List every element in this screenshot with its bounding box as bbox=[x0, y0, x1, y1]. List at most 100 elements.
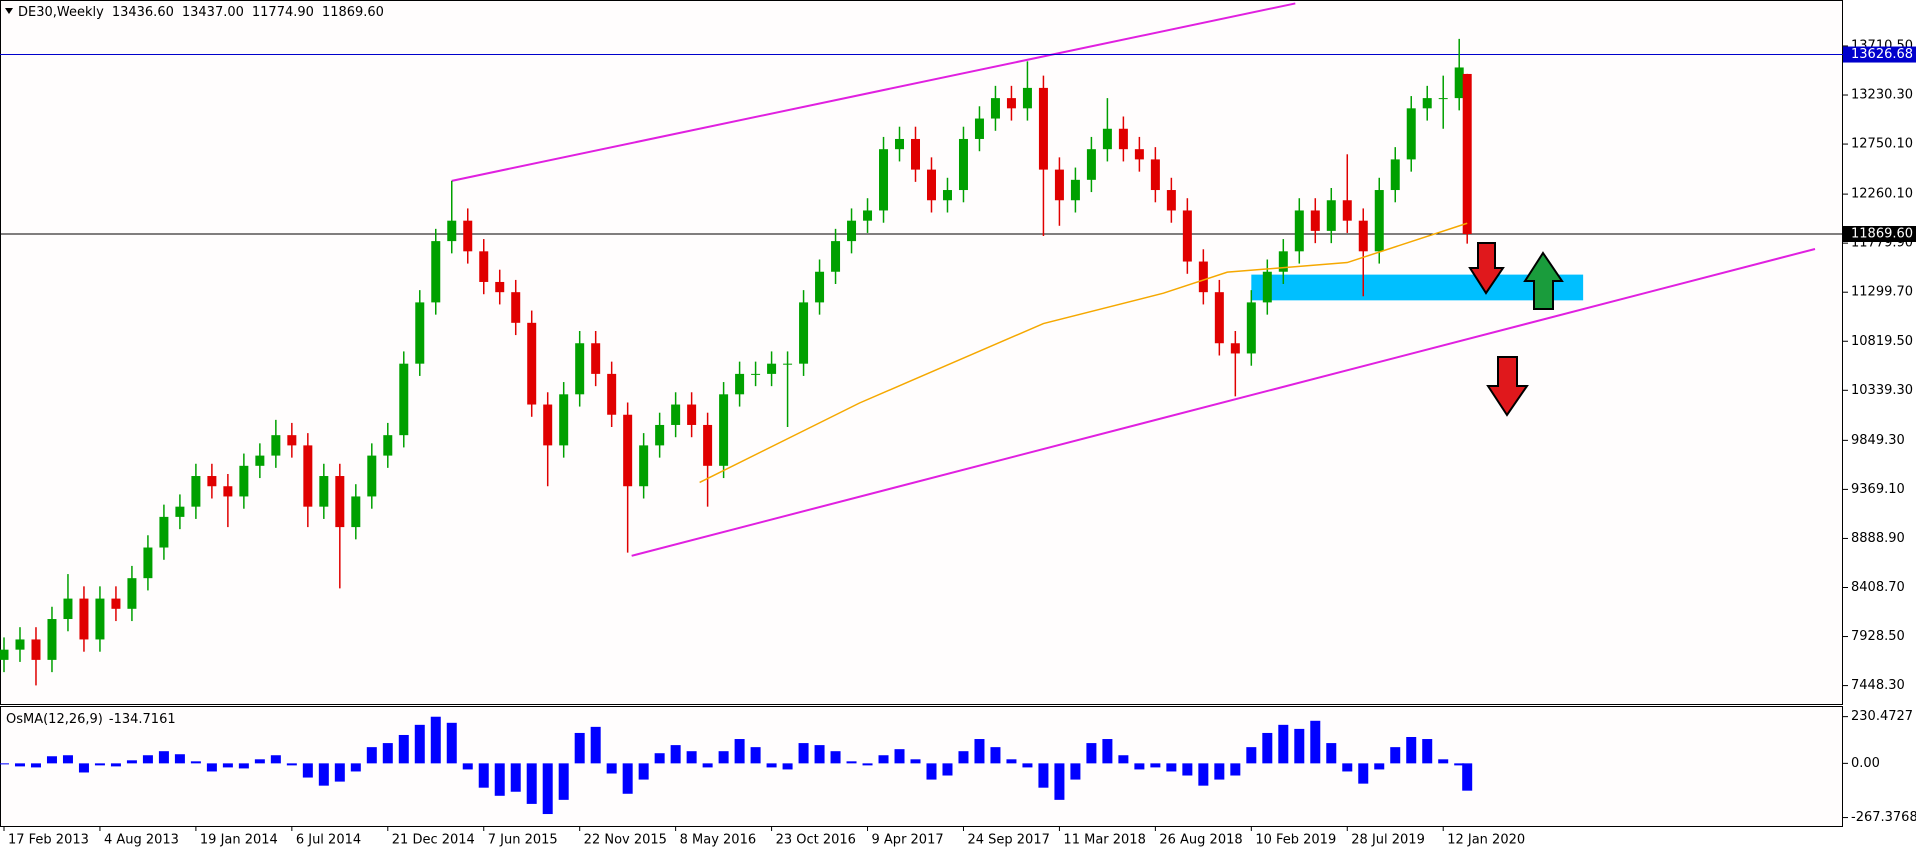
y-tick-label: 10819.50 bbox=[1851, 334, 1913, 349]
title-symbol: DE30,Weekly bbox=[18, 5, 104, 20]
candle-body bbox=[767, 363, 777, 374]
y-tick-label: 13230.30 bbox=[1851, 88, 1913, 103]
candle-body bbox=[1022, 87, 1032, 109]
osma-bar bbox=[1006, 759, 1017, 764]
osma-bar bbox=[910, 759, 921, 764]
osma-bar bbox=[782, 763, 793, 770]
candle-body bbox=[1198, 261, 1208, 293]
chart-title: DE30,Weekly 13436.60 13437.00 11774.90 11869… bbox=[18, 5, 384, 20]
candle-body bbox=[447, 220, 457, 242]
candle-body bbox=[31, 639, 41, 660]
x-tick-label: 17 Feb 2013 bbox=[8, 833, 89, 848]
trendline bbox=[631, 248, 1816, 557]
osma-bar bbox=[14, 763, 25, 767]
moving-average bbox=[699, 222, 1468, 484]
osma-bar bbox=[1102, 739, 1113, 764]
candle-body bbox=[575, 343, 585, 395]
osma-bar bbox=[206, 763, 217, 772]
candle-body bbox=[239, 465, 249, 497]
candle-body bbox=[511, 292, 521, 323]
osma-bar bbox=[254, 759, 265, 764]
candle-body bbox=[527, 322, 537, 405]
candle-body bbox=[1182, 210, 1192, 262]
candle-body bbox=[47, 619, 57, 660]
osma-bar bbox=[1462, 763, 1473, 791]
candle-body bbox=[79, 598, 89, 640]
menu-triangle bbox=[5, 8, 13, 14]
x-tick-label: 9 Apr 2017 bbox=[872, 833, 944, 848]
osma-bar bbox=[62, 755, 73, 764]
osma-bar bbox=[414, 724, 425, 764]
candle-body bbox=[1326, 200, 1336, 231]
price-label: 13626.68 bbox=[1851, 47, 1913, 62]
candle-body bbox=[1070, 179, 1080, 201]
candle-body bbox=[1438, 98, 1448, 100]
osma-bar bbox=[1198, 763, 1209, 786]
candle-body bbox=[942, 190, 952, 201]
osma-bar bbox=[286, 763, 297, 766]
osma-bar bbox=[606, 763, 617, 774]
candle-body bbox=[751, 373, 761, 375]
osma-bar bbox=[670, 745, 681, 764]
y-tick-label: 8888.90 bbox=[1851, 531, 1905, 546]
osma-bar bbox=[382, 743, 393, 764]
indicator-value: -134.7161 bbox=[109, 712, 176, 727]
candle-body bbox=[463, 220, 473, 252]
osma-bar bbox=[1454, 763, 1465, 766]
candle-body bbox=[255, 455, 265, 466]
osma-bar bbox=[1358, 763, 1369, 784]
osma-bar bbox=[158, 751, 169, 764]
candle-body bbox=[974, 118, 984, 139]
osma-bar bbox=[222, 763, 233, 768]
osma-bar bbox=[1054, 763, 1065, 800]
candle-body bbox=[287, 435, 297, 446]
osma-bar bbox=[446, 722, 457, 764]
candle-body bbox=[111, 598, 121, 609]
osma-bar bbox=[1374, 763, 1385, 770]
osma-bar bbox=[1262, 732, 1273, 764]
x-tick-label: 23 Oct 2016 bbox=[776, 833, 856, 848]
candle-body bbox=[879, 149, 889, 211]
osma-bar bbox=[398, 734, 409, 764]
candle-body bbox=[1454, 67, 1464, 99]
osma-bar bbox=[1294, 728, 1305, 764]
osma-bar bbox=[1150, 763, 1161, 768]
y-tick-label: 0.00 bbox=[1851, 756, 1880, 771]
price-label: 11869.60 bbox=[1851, 226, 1913, 241]
x-tick-label: 11 Mar 2018 bbox=[1063, 833, 1145, 848]
osma-bar bbox=[366, 747, 377, 764]
osma-bar bbox=[926, 763, 937, 780]
x-tick-label: 19 Jan 2014 bbox=[200, 833, 278, 848]
candle-body bbox=[1246, 302, 1256, 354]
osma-bar bbox=[1310, 720, 1321, 764]
candle-body bbox=[543, 404, 553, 446]
arrow-down bbox=[1468, 242, 1505, 295]
osma-bar bbox=[638, 763, 649, 780]
x-tick-label: 12 Jan 2020 bbox=[1447, 833, 1525, 848]
osma-bar bbox=[654, 753, 665, 764]
osma-bar bbox=[494, 763, 505, 796]
osma-bar bbox=[622, 763, 633, 794]
candle-body bbox=[607, 373, 617, 415]
candle-body bbox=[735, 373, 745, 395]
candle-body bbox=[1374, 190, 1384, 252]
candle-body bbox=[719, 394, 729, 466]
arrow-down bbox=[1486, 356, 1529, 417]
osma-bar bbox=[1406, 737, 1417, 764]
osma-bar bbox=[798, 743, 809, 764]
osma-bar bbox=[430, 716, 441, 764]
candle-body bbox=[319, 476, 329, 507]
candle-body bbox=[271, 435, 281, 456]
osma-bar bbox=[942, 763, 953, 776]
y-tick-label: 11299.70 bbox=[1851, 285, 1913, 300]
y-tick-label: 12750.10 bbox=[1851, 137, 1913, 152]
candle-body bbox=[1422, 98, 1432, 109]
osma-bar bbox=[766, 763, 777, 768]
candle-body bbox=[191, 476, 201, 507]
x-tick-label: 4 Aug 2013 bbox=[104, 833, 179, 848]
osma-bar bbox=[350, 763, 361, 772]
candle-body bbox=[990, 98, 1000, 119]
indicator-title: OsMA(12,26,9) -134.7161 bbox=[6, 712, 176, 727]
candle-body bbox=[1406, 108, 1416, 160]
candle-body bbox=[1358, 220, 1368, 252]
